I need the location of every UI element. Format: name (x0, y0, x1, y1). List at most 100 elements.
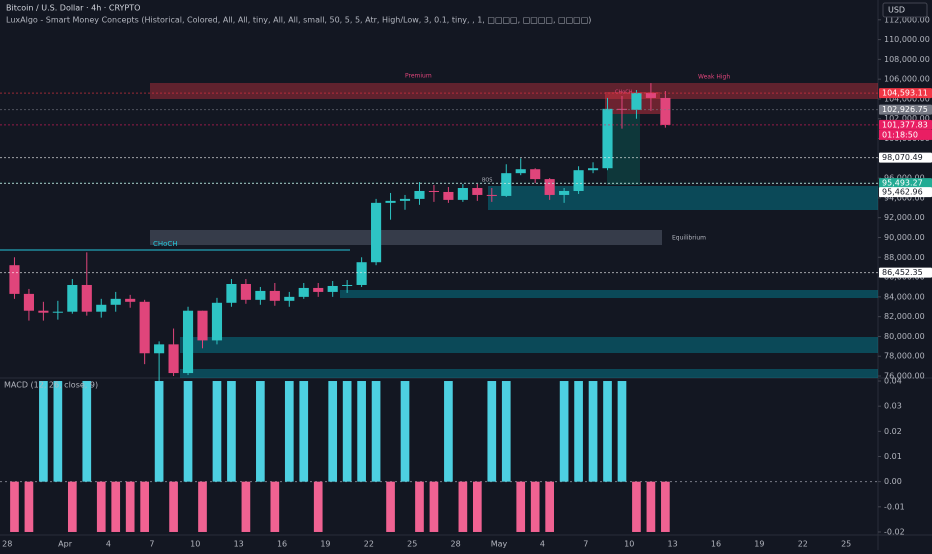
macd-bar (241, 481, 251, 532)
candle-body (486, 194, 497, 196)
price-label-bg (879, 267, 932, 278)
candle-body (96, 304, 107, 312)
candle-body (573, 170, 584, 191)
candle-body (342, 284, 353, 286)
candle-body (168, 344, 179, 374)
macd-bar (125, 481, 135, 532)
x-tick-label: 10 (190, 540, 200, 549)
candle-body (211, 302, 223, 341)
macd-bar (169, 481, 178, 532)
candle-body (457, 188, 468, 200)
candle-body (81, 284, 92, 312)
x-tick-label: 13 (668, 540, 678, 549)
candle-body (399, 198, 411, 201)
y-tick-label: 90,000.00 (884, 233, 925, 242)
price-label: 95,493.27 (882, 179, 923, 188)
macd-bar (646, 481, 656, 532)
macd-bar (10, 481, 19, 532)
candle-body (660, 97, 671, 125)
macd-bar (617, 381, 627, 482)
macd-bar (67, 481, 77, 532)
y-tick-label: -0.01 (884, 502, 905, 511)
price-label: 104,593.11 (882, 89, 928, 98)
macd-bar (603, 381, 612, 482)
macd-chart: 0.04 0.03 0.02 0.01 0.00 -0.01 -0.02 (0, 377, 905, 536)
y-tick-label: 104,000.00 (884, 94, 930, 103)
macd-bar (400, 381, 410, 482)
annotation: BOS (482, 178, 492, 184)
annotation: CHoCH (153, 240, 178, 248)
macd-bar (530, 481, 540, 532)
macd-bar (284, 381, 294, 482)
candle-body (197, 310, 208, 341)
macd-bar (371, 381, 381, 482)
candle-body (602, 108, 613, 169)
macd-bar (313, 481, 323, 532)
macd-bar (270, 481, 280, 532)
candle-body (472, 188, 483, 195)
x-tick-label: 4 (540, 540, 545, 549)
macd-bar (386, 481, 395, 532)
y-tick-label: 0.04 (884, 377, 902, 386)
x-tick-label: 16 (277, 540, 287, 549)
macd-bar (53, 381, 63, 482)
macd-bar (212, 381, 222, 482)
premium-zone (150, 83, 878, 99)
macd-bar (545, 481, 554, 532)
x-tick-label: 7 (149, 540, 154, 549)
y-tick-label: 0.01 (884, 452, 902, 461)
candle-body (501, 173, 512, 196)
annotation: Weak High (698, 74, 730, 81)
x-tick-label: 25 (841, 540, 851, 549)
candle-body (67, 284, 78, 312)
currency-button[interactable] (882, 2, 928, 18)
candle-body (284, 296, 295, 301)
price-label-bg (879, 178, 932, 189)
x-tick-label: 16 (711, 540, 721, 549)
candle-body (38, 310, 49, 313)
price-label-bg (879, 152, 932, 163)
macd-bar (154, 381, 164, 482)
price-label: 102,926.75 (882, 105, 928, 114)
candle-body (154, 344, 165, 354)
candle-body (240, 283, 251, 300)
symbol-title: Bitcoin / U.S. Dollar · 4h · CRYPTO (6, 4, 140, 13)
candle-body (298, 287, 309, 297)
y-tick-label: 96,000.00 (884, 174, 925, 183)
x-tick-label: 7 (583, 540, 588, 549)
y-tick-label: 78,000.00 (884, 352, 925, 361)
y-tick-label: 84,000.00 (884, 292, 925, 301)
macd-bar (24, 481, 34, 532)
candle-body (327, 285, 338, 292)
candle-body (587, 168, 599, 171)
candle-body (414, 190, 425, 199)
candle-body (631, 93, 642, 110)
annotation: Equilibrium (672, 235, 706, 242)
y-tick-label: 82,000.00 (884, 312, 925, 321)
candle-body (9, 265, 20, 294)
indicator-title: LuxAlgo - Smart Money Concepts (Historic… (6, 16, 591, 25)
price-chart: 76,000.00 78,000.00 80,000.00 82,000.00 84,0… (0, 15, 932, 391)
x-tick-label: 28 (451, 540, 461, 549)
demand-zone (340, 290, 878, 298)
candle-body (23, 293, 34, 311)
macd-bar (328, 381, 338, 482)
candle-body (269, 290, 280, 301)
macd-bar (458, 481, 468, 532)
candle-body (530, 169, 541, 180)
macd-bar (111, 481, 121, 532)
y-tick-label: 80,000.00 (884, 332, 925, 341)
candle-body (255, 290, 266, 300)
candle-body (428, 190, 439, 192)
candle-body (226, 283, 237, 303)
candle-body (544, 179, 555, 195)
equilibrium-zone (150, 230, 662, 245)
candle-body (110, 298, 121, 305)
macd-bar (198, 481, 207, 532)
candle-body (515, 169, 526, 174)
price-label: 86,452.35 (882, 268, 923, 277)
currency[interactable]: USD (888, 6, 905, 15)
candle-body (559, 190, 570, 195)
